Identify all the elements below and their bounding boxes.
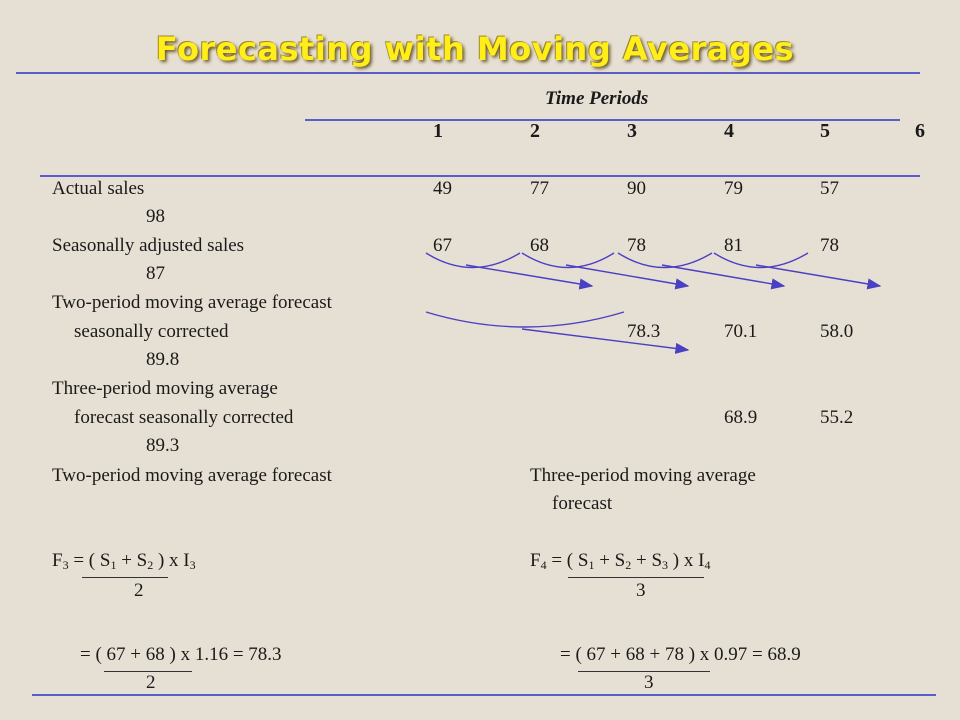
actual-sales-value: 77 xyxy=(530,178,549,199)
three-period-value: 89.3 xyxy=(146,435,180,456)
actual-sales-value: 49 xyxy=(433,178,452,199)
forecast-arrow xyxy=(755,264,882,290)
forecast-arrow xyxy=(565,264,690,290)
period-header: 1 xyxy=(433,120,443,142)
seasonal-sales-value: 78 xyxy=(820,235,839,256)
two-period-value: 89.8 xyxy=(146,349,180,370)
two-period-value: 58.0 xyxy=(820,321,854,342)
formula-right-calc: = ( 67 + 68 + 78 ) x 0.97 = 68.9 xyxy=(560,644,801,665)
formula-right-calc-denominator: 3 xyxy=(644,672,654,693)
formula-left-calc-denominator: 2 xyxy=(146,672,156,693)
forecast-arrow xyxy=(661,264,786,290)
seasonal-sales-value: 87 xyxy=(146,263,165,284)
formula-right-equation: F4 = ( S1 + S2 + S3 ) x I4 xyxy=(530,550,711,572)
two-period-label: Two-period moving average forecast xyxy=(52,292,332,313)
actual-sales-value: 79 xyxy=(724,178,743,199)
formula-left-calc: = ( 67 + 68 ) x 1.16 = 78.3 xyxy=(80,644,282,665)
seasonal-sales-value: 67 xyxy=(433,235,452,256)
seasonal-sales-value: 78 xyxy=(627,235,646,256)
actual-sales-value: 98 xyxy=(146,206,165,227)
bracket-arc xyxy=(425,311,625,328)
forecast-arrow xyxy=(521,328,690,354)
seasonal-sales-value: 81 xyxy=(724,235,743,256)
two-period-value: 78.3 xyxy=(627,321,661,342)
three-period-label: Three-period moving average xyxy=(52,378,278,399)
bracket-arc xyxy=(521,252,615,269)
formula-right-heading: Three-period moving average xyxy=(530,465,756,486)
seasonal-sales-label: Seasonally adjusted sales xyxy=(52,235,245,256)
period-header: 5 xyxy=(820,120,830,142)
slide-title: Forecasting with Moving Averages xyxy=(155,30,795,68)
actual-sales-value: 57 xyxy=(820,178,839,199)
two-period-label: seasonally corrected xyxy=(74,321,229,342)
formula-left-equation: F3 = ( S1 + S2 ) x I3 xyxy=(52,550,196,572)
forecast-arrow xyxy=(465,264,594,290)
three-period-value: 55.2 xyxy=(820,407,854,428)
periods-rule xyxy=(305,119,900,121)
actual-sales-value: 90 xyxy=(627,178,646,199)
time-periods-label: Time Periods xyxy=(545,88,649,109)
fraction-bar xyxy=(104,671,192,672)
footer-rule xyxy=(32,694,936,696)
fraction-bar xyxy=(578,671,710,672)
three-period-value: 68.9 xyxy=(724,407,758,428)
period-header: 2 xyxy=(530,120,540,142)
three-period-label: forecast seasonally corrected xyxy=(74,407,294,428)
actual-sales-label: Actual sales xyxy=(52,178,145,199)
title-rule xyxy=(16,72,920,74)
two-period-value: 70.1 xyxy=(724,321,758,342)
formula-left-heading: Two-period moving average forecast xyxy=(52,465,332,486)
bracket-arc xyxy=(425,252,521,269)
formula-right-denominator: 3 xyxy=(636,580,646,601)
formula-left-denominator: 2 xyxy=(134,580,144,601)
period-header: 3 xyxy=(627,120,637,142)
period-header: 4 xyxy=(724,120,734,142)
fraction-bar xyxy=(82,577,168,578)
formula-right-heading: forecast xyxy=(552,493,613,514)
fraction-bar xyxy=(568,577,704,578)
bracket-arc xyxy=(617,252,713,269)
header-rule xyxy=(40,175,920,177)
bracket-arc xyxy=(713,252,809,269)
seasonal-sales-value: 68 xyxy=(530,235,549,256)
period-header: 6 xyxy=(915,120,925,142)
